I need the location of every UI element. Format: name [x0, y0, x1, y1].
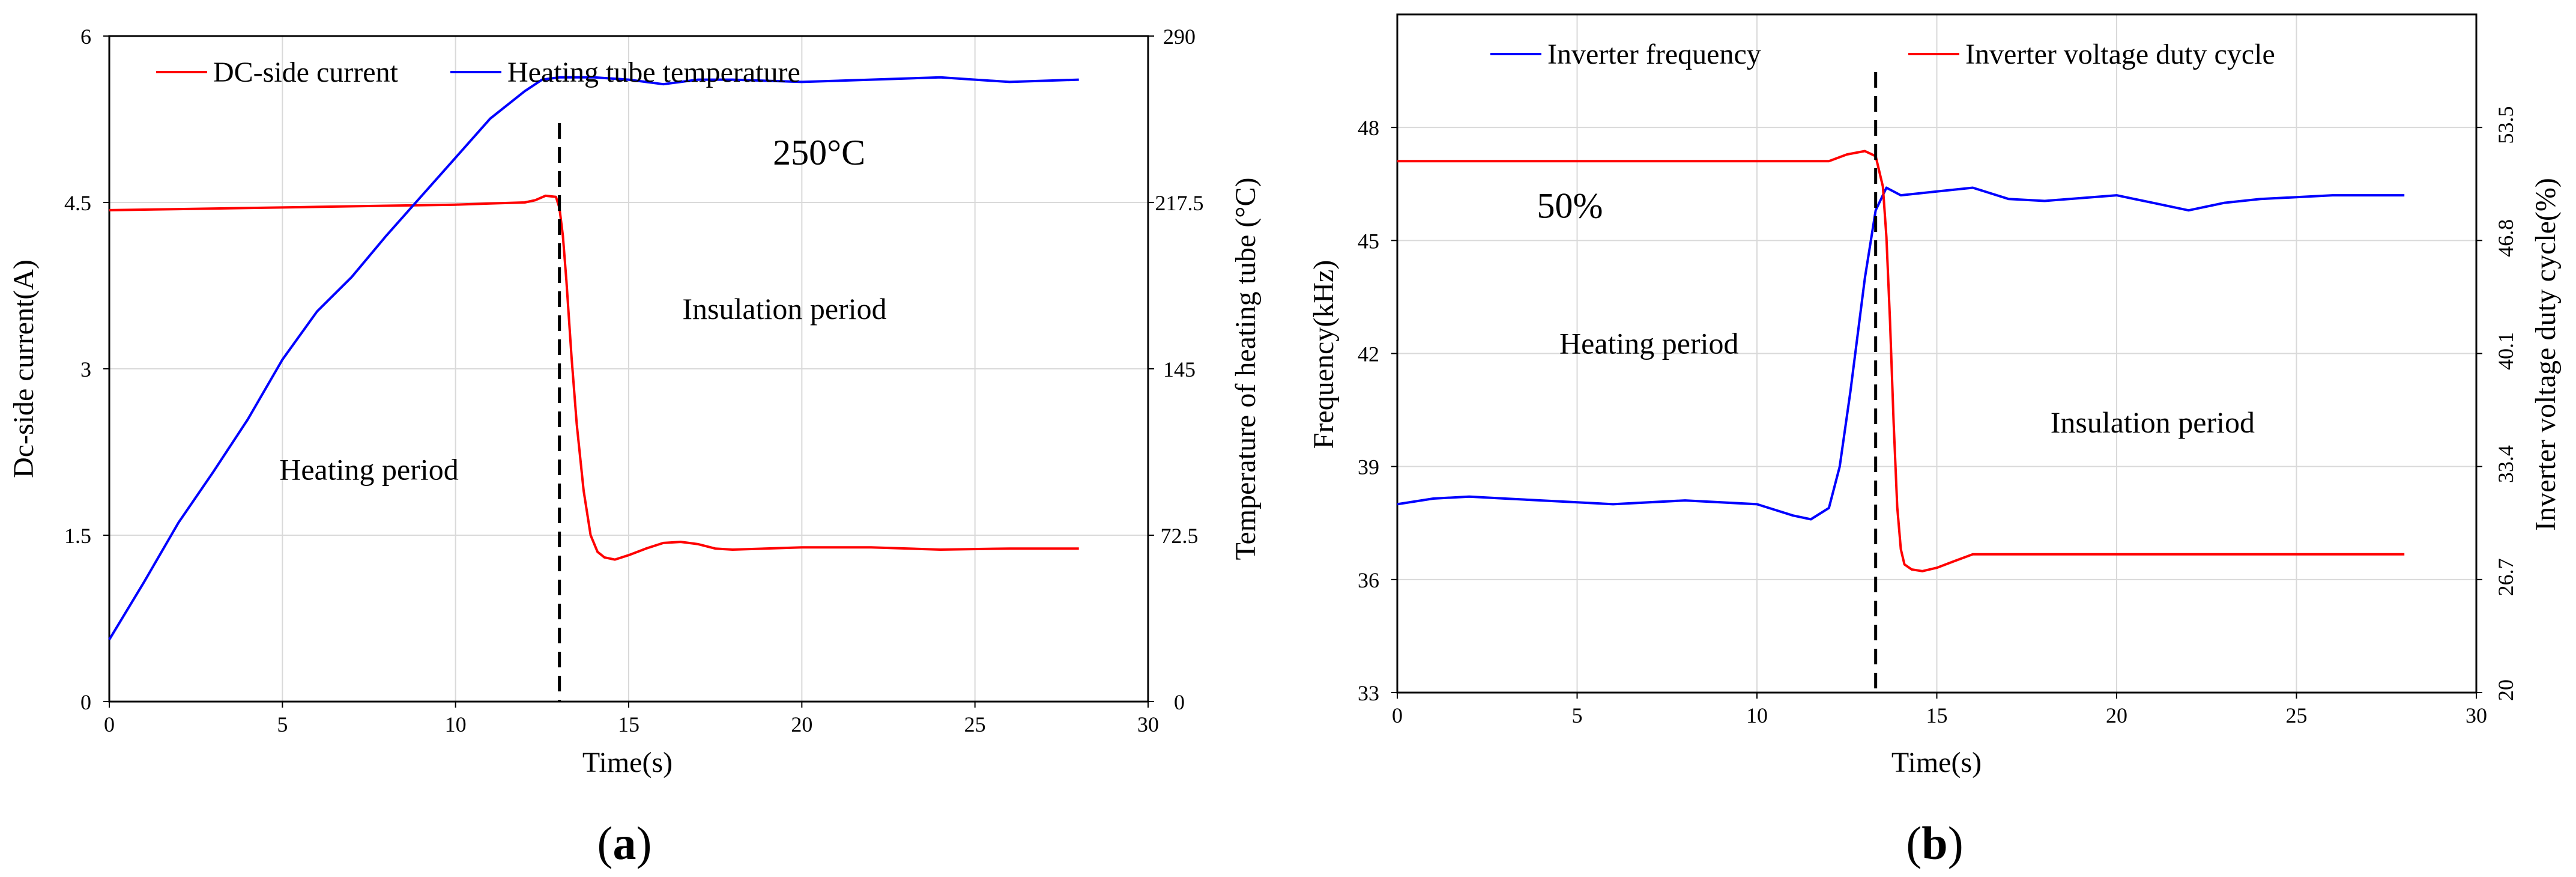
grid-lines-a	[109, 35, 1149, 702]
panel-label-b: (b)	[1906, 817, 1963, 869]
chart-panel-b: 0 5 10 15 20 25 30 33 36 39 42 45 48 20 26.7 33.4 40.1 46…	[1308, 13, 2562, 869]
axis-ticks-b: 0 5 10 15 20 25 30 33 36 39 42 45 48 20 26.7 33.4 40.1 46…	[1358, 106, 2518, 727]
x-tick-label: 0	[104, 712, 115, 736]
series-line-1	[1397, 150, 2405, 572]
annotation-temperature-250c: 250°C	[773, 133, 865, 172]
y-tick-label-left: 45	[1358, 229, 1379, 253]
y-tick-label-left: 33	[1358, 681, 1379, 705]
annotation-insulation-period-b: Insulation period	[2051, 405, 2255, 439]
x-tick-label: 10	[1746, 703, 1768, 727]
annotation-duty-50-percent: 50%	[1537, 186, 1603, 226]
annotation-heating-period-b: Heating period	[1559, 327, 1739, 360]
y-axis-label-left-b: Frequency(kHz)	[1308, 260, 1340, 449]
legend-label-duty-cycle: Inverter voltage duty cycle	[1965, 38, 2275, 70]
chart-panel-a: 0 5 10 15 20 25 30 0 1.5 3 4.5 6 0 72.5 145 217.5 290 Ti…	[8, 25, 1262, 869]
x-tick-label: 20	[2106, 703, 2127, 727]
legend-label-dc-current: DC-side current	[213, 56, 399, 88]
x-tick-label: 30	[2466, 703, 2487, 727]
annotation-insulation-period-a: Insulation period	[682, 292, 886, 326]
y-tick-label-left: 42	[1358, 342, 1379, 366]
x-tick-label: 20	[791, 712, 812, 736]
series-lines-a	[108, 76, 1079, 640]
axis-ticks-a: 0 5 10 15 20 25 30 0 1.5 3 4.5 6 0 72.5 145 217.5 290	[64, 25, 1204, 736]
x-tick-label: 0	[1392, 703, 1403, 727]
y-tick-label-left: 4.5	[64, 191, 91, 215]
y-tick-label-right: 72.5	[1161, 524, 1199, 548]
y-tick-label-left: 48	[1358, 116, 1379, 140]
x-tick-label: 30	[1137, 712, 1159, 736]
x-tick-label: 5	[1572, 703, 1583, 727]
x-tick-label: 25	[2286, 703, 2308, 727]
panel-letter-b: b	[1921, 817, 1947, 869]
y-tick-label-left: 3	[80, 357, 91, 381]
legend-label-tube-temperature: Heating tube temperature	[507, 56, 800, 88]
legend-b: Inverter frequency Inverter voltage duty…	[1490, 38, 2275, 70]
y-tick-label-right: 26.7	[2494, 558, 2518, 596]
series-lines-b	[1397, 150, 2405, 572]
series-line-0	[109, 194, 1079, 561]
y-tick-label-left: 39	[1358, 455, 1379, 479]
x-tick-label: 10	[445, 712, 467, 736]
y-tick-label-right: 217.5	[1155, 191, 1204, 215]
panel-label-a: (a)	[597, 817, 652, 869]
y-tick-label-right: 46.8	[2494, 219, 2518, 257]
x-tick-label: 15	[1926, 703, 1948, 727]
x-axis-label-b: Time(s)	[1891, 747, 1982, 778]
legend-a: DC-side current Heating tube temperature	[156, 56, 800, 88]
series-line-0	[1397, 186, 2405, 521]
y-tick-label-right: 40.1	[2494, 332, 2518, 370]
x-tick-label: 5	[277, 712, 288, 736]
x-tick-label: 25	[964, 712, 986, 736]
x-axis-label-a: Time(s)	[582, 747, 673, 778]
y-tick-label-right: 33.4	[2494, 445, 2518, 483]
y-axis-label-right-a: Temperature of heating tube (°C)	[1230, 178, 1262, 560]
y-tick-label-right: 145	[1163, 357, 1196, 381]
y-tick-label-left: 1.5	[64, 524, 91, 548]
y-tick-label-left: 6	[80, 25, 91, 49]
y-axis-label-left-a: Dc-side current(A)	[8, 259, 40, 478]
y-tick-label-right: 53.5	[2494, 106, 2518, 144]
y-tick-label-left: 0	[80, 690, 91, 714]
y-tick-label-right: 20	[2494, 679, 2518, 701]
x-tick-label: 15	[618, 712, 639, 736]
series-line-1	[108, 76, 1079, 640]
y-axis-label-right-b: Inverter voltage duty cycle(%)	[2530, 178, 2562, 531]
y-tick-label-right: 0	[1174, 690, 1185, 714]
panel-letter-a: a	[613, 817, 636, 869]
y-tick-label-right: 290	[1163, 25, 1196, 49]
y-tick-label-left: 36	[1358, 568, 1379, 592]
annotation-heating-period-a: Heating period	[279, 453, 459, 487]
legend-label-inverter-frequency: Inverter frequency	[1547, 38, 1761, 70]
